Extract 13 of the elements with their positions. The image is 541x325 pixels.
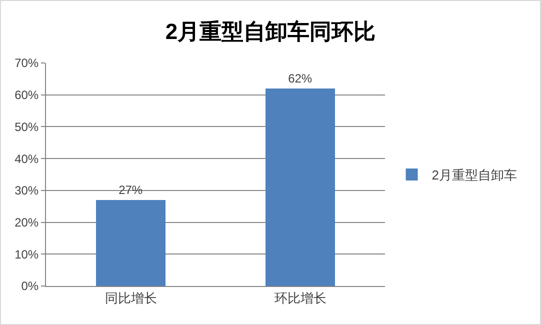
x-tick-label: 环比增长: [274, 290, 326, 306]
y-tick-label: 70%: [14, 56, 39, 70]
y-tick-label: 10%: [14, 247, 39, 262]
y-tick-label: 40%: [14, 152, 39, 166]
data-label: 62%: [288, 71, 312, 86]
y-tick-label: 60%: [14, 88, 39, 102]
x-tick-label: 同比增长: [104, 290, 157, 306]
y-tick-label: 30%: [14, 184, 39, 198]
y-tick-label: 50%: [14, 120, 39, 134]
legend-label: 2月重型自卸车: [432, 168, 518, 183]
y-tick-label: 20%: [14, 215, 39, 230]
chart-title: 2月重型自卸车同环比: [165, 19, 376, 44]
y-tick-label: 0%: [21, 279, 39, 294]
